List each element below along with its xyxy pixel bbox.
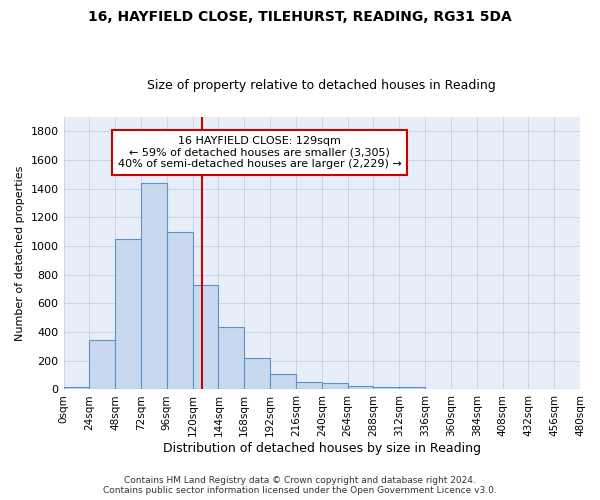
Bar xyxy=(373,386,399,390)
Bar xyxy=(270,374,296,390)
Bar xyxy=(399,388,425,390)
Bar xyxy=(167,232,193,390)
Bar xyxy=(296,382,322,390)
Text: Contains HM Land Registry data © Crown copyright and database right 2024.
Contai: Contains HM Land Registry data © Crown c… xyxy=(103,476,497,495)
X-axis label: Distribution of detached houses by size in Reading: Distribution of detached houses by size … xyxy=(163,442,481,455)
Bar xyxy=(218,327,244,390)
Text: 16, HAYFIELD CLOSE, TILEHURST, READING, RG31 5DA: 16, HAYFIELD CLOSE, TILEHURST, READING, … xyxy=(88,10,512,24)
Bar xyxy=(347,386,373,390)
Bar xyxy=(89,340,115,390)
Title: Size of property relative to detached houses in Reading: Size of property relative to detached ho… xyxy=(148,79,496,92)
Bar xyxy=(193,286,218,390)
Bar xyxy=(141,183,167,390)
Bar xyxy=(64,386,89,390)
Text: 16 HAYFIELD CLOSE: 129sqm
← 59% of detached houses are smaller (3,305)
40% of se: 16 HAYFIELD CLOSE: 129sqm ← 59% of detac… xyxy=(118,136,401,169)
Bar xyxy=(115,239,141,390)
Y-axis label: Number of detached properties: Number of detached properties xyxy=(15,166,25,341)
Bar xyxy=(322,383,347,390)
Bar xyxy=(244,358,270,390)
